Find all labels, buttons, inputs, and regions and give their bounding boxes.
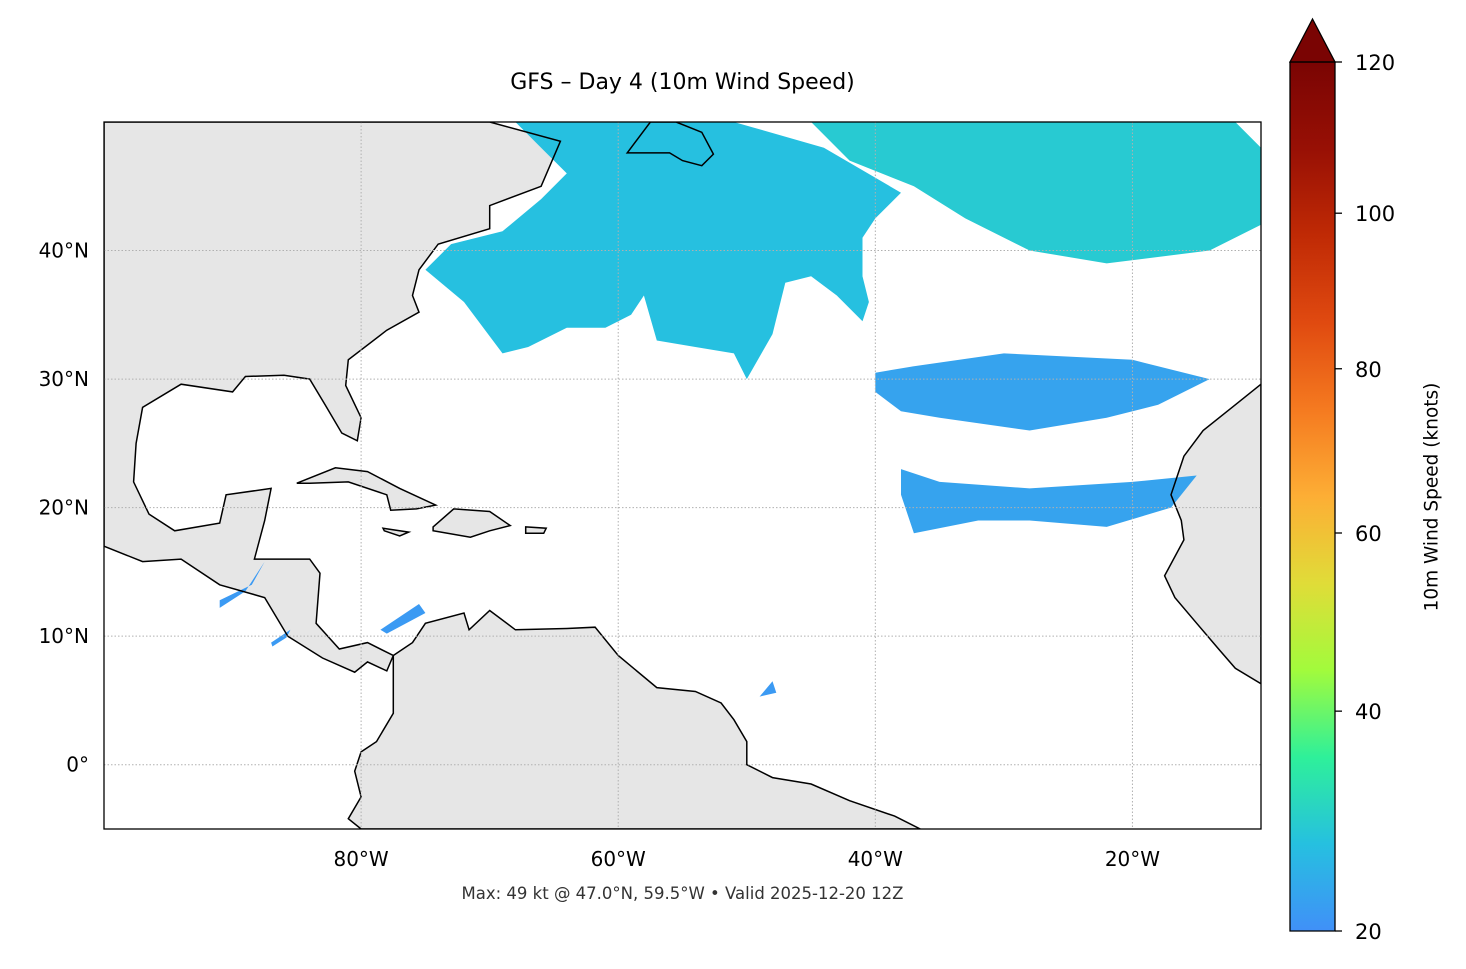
coastline (296, 467, 439, 511)
lat-tick-label: 40°N (39, 239, 89, 263)
land-polygon (104, 122, 561, 673)
map-frame (103, 121, 1262, 830)
lon-tick-label: 80°W (333, 847, 388, 871)
land-polygon (383, 528, 409, 536)
wind-speed-patch (219, 561, 265, 608)
map-title: GFS – Day 4 (10m Wind Speed) (510, 70, 855, 95)
wind-speed-patch (380, 604, 426, 634)
wind-speed-patch (271, 629, 291, 647)
coastline (381, 527, 412, 537)
coastline (1163, 383, 1261, 685)
max-wind-caption: Max: 49 kt @ 47.0°N, 59.5°W • Valid 2025… (461, 884, 904, 903)
colorbar-tick-label: 40 (1355, 700, 1382, 724)
colorbar-tick-label: 20 (1355, 920, 1382, 944)
wind-speed-patch (425, 122, 901, 380)
colorbar-tick-label: 80 (1355, 358, 1382, 382)
map-axes: 80°W 60°W 40°W 20°W 0° 10°N 20°N 30°N 40°N (39, 239, 1161, 871)
land-polygon (348, 610, 921, 829)
map-plot-area (104, 122, 1261, 829)
lat-tick-label: 0° (66, 753, 89, 777)
lon-tick-label: 60°W (591, 847, 646, 871)
coastline (524, 526, 548, 535)
colorbar-tick-label: 120 (1355, 51, 1395, 75)
colorbar-gradient (1290, 62, 1335, 931)
coastline (432, 508, 512, 538)
wind-speed-patch (901, 469, 1197, 534)
colorbar: 20 40 60 80 100 120 (1288, 17, 1395, 944)
lon-tick-label: 20°W (1105, 847, 1160, 871)
coastline (104, 122, 562, 674)
colorbar-tick-label: 100 (1355, 202, 1395, 226)
wind-speed-patch (875, 353, 1210, 431)
lon-tick-label: 40°W (848, 847, 903, 871)
wind-speed-patch (811, 122, 1261, 264)
colorbar-tick-label: 60 (1355, 522, 1382, 546)
lat-tick-label: 30°N (39, 367, 89, 391)
colorbar-extend-arrow (1288, 17, 1337, 63)
coastline (625, 122, 715, 167)
lat-tick-label: 20°N (39, 496, 89, 520)
wind-speed-patch (759, 681, 777, 697)
coastline (347, 609, 921, 829)
land-polygon (296, 467, 436, 511)
land-polygon (1164, 384, 1261, 684)
lat-tick-label: 10°N (39, 624, 89, 648)
